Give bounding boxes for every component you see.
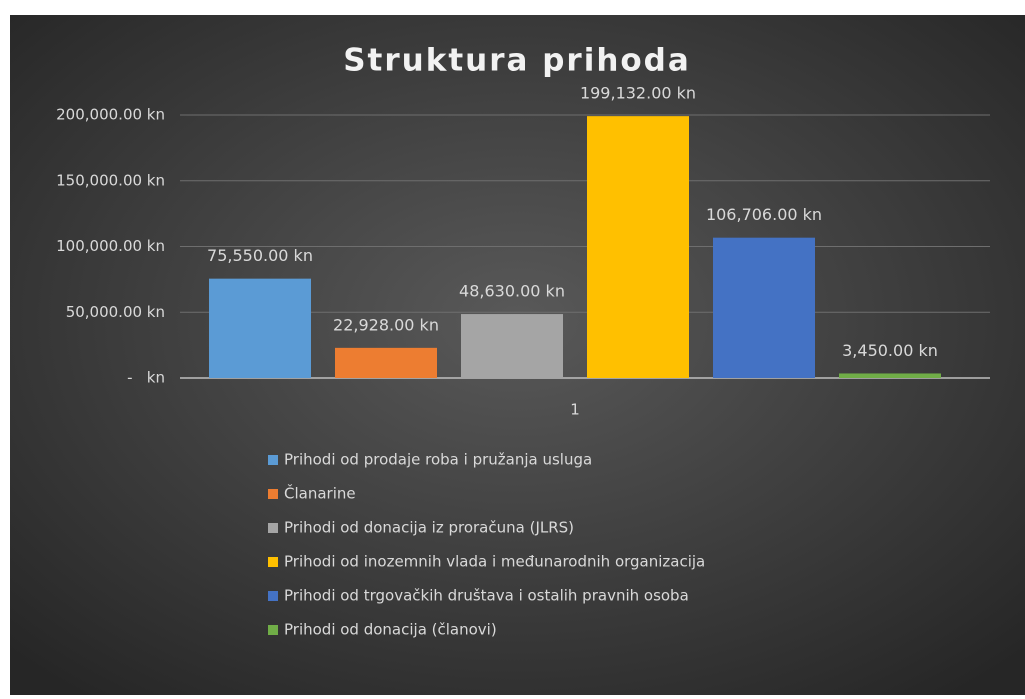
- chart-title: Struktura prihoda: [343, 43, 691, 79]
- legend-swatch: [268, 591, 278, 601]
- bar: [587, 116, 689, 378]
- y-tick-label: 200,000.00 kn: [56, 106, 165, 124]
- legend-swatch: [268, 557, 278, 567]
- bar: [335, 347, 437, 378]
- data-label: 22,928.00 kn: [333, 315, 439, 334]
- legend-label: Prihodi od donacija iz proračuna (JLRS): [284, 519, 574, 537]
- bar: [839, 373, 941, 378]
- legend-swatch: [268, 625, 278, 635]
- data-label: 199,132.00 kn: [580, 84, 696, 103]
- data-label: 75,550.00 kn: [207, 246, 313, 265]
- y-tick-label: 100,000.00 kn: [56, 237, 165, 255]
- data-label: 106,706.00 kn: [706, 205, 822, 224]
- legend-swatch: [268, 489, 278, 499]
- bar: [461, 314, 563, 378]
- data-label: 48,630.00 kn: [459, 282, 565, 301]
- legend-label: Prihodi od prodaje roba i pružanja uslug…: [284, 451, 592, 469]
- legend-swatch: [268, 455, 278, 465]
- bar: [209, 278, 311, 378]
- legend-label: Prihodi od donacija (članovi): [284, 621, 497, 639]
- x-tick-label: 1: [570, 401, 580, 419]
- y-tick-label: 50,000.00 kn: [66, 303, 165, 321]
- y-tick-label: 150,000.00 kn: [56, 171, 165, 189]
- legend-label: Članarine: [284, 484, 356, 503]
- data-label: 3,450.00 kn: [842, 341, 938, 360]
- y-tick-label: - kn: [127, 369, 165, 387]
- legend-swatch: [268, 523, 278, 533]
- bar: [713, 237, 815, 378]
- legend-label: Prihodi od trgovačkih društava i ostalih…: [284, 587, 689, 605]
- legend-label: Prihodi od inozemnih vlada i međunarodni…: [284, 553, 705, 571]
